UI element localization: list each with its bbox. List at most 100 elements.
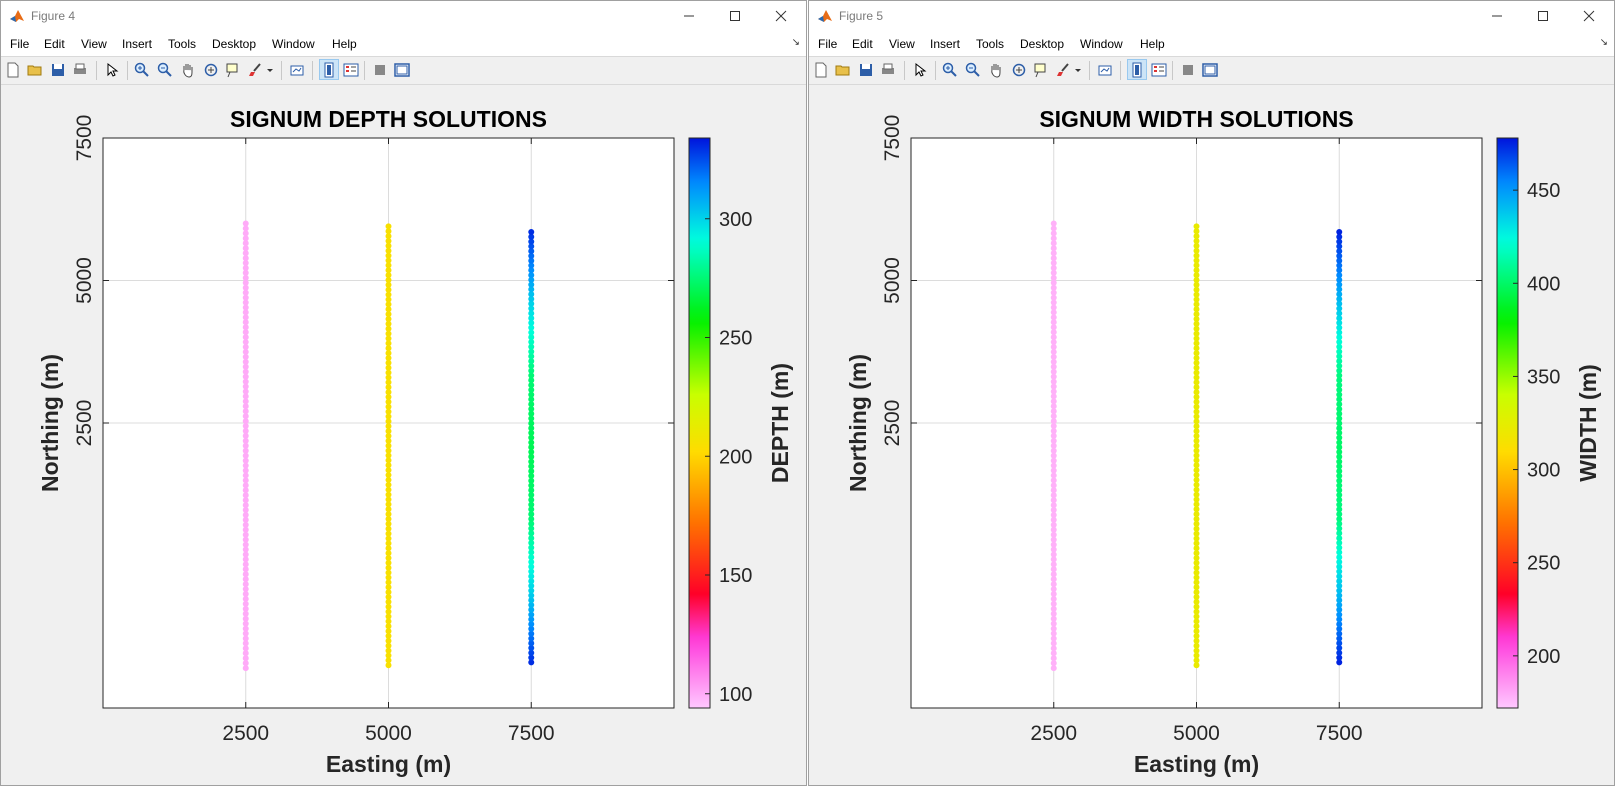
data-point xyxy=(385,481,392,488)
link-plot-icon[interactable] xyxy=(289,62,305,78)
data-point xyxy=(1193,554,1200,561)
data-point xyxy=(242,620,249,627)
pan-hand-icon[interactable] xyxy=(988,62,1004,78)
maximize-button[interactable] xyxy=(712,1,758,31)
data-point xyxy=(528,563,535,570)
rotate-3d-icon[interactable] xyxy=(203,62,219,78)
data-point xyxy=(528,649,535,656)
show-plot-tools-icon[interactable] xyxy=(394,62,410,78)
hide-plot-tools-icon[interactable] xyxy=(372,62,388,78)
data-point xyxy=(385,389,392,396)
print-icon[interactable] xyxy=(72,62,88,78)
data-point xyxy=(1193,652,1200,659)
data-point xyxy=(1336,238,1343,245)
data-point xyxy=(1336,649,1343,656)
hide-plot-tools-icon[interactable] xyxy=(1180,62,1196,78)
data-point xyxy=(1193,237,1200,244)
minimize-button[interactable] xyxy=(666,1,712,31)
data-point xyxy=(528,396,535,403)
close-button[interactable] xyxy=(758,1,804,31)
data-point xyxy=(528,606,535,613)
data-point xyxy=(1336,597,1343,604)
menu-tools[interactable]: Tools xyxy=(976,37,1005,51)
menu-tools[interactable]: Tools xyxy=(168,37,197,51)
brush-dropdown-icon[interactable] xyxy=(1074,62,1082,78)
dock-arrow-icon[interactable]: ↘ xyxy=(1599,37,1608,48)
edit-plot-arrow-icon[interactable] xyxy=(912,62,928,78)
zoom-in-icon[interactable] xyxy=(134,62,150,78)
save-icon[interactable] xyxy=(50,62,66,78)
rotate-3d-icon[interactable] xyxy=(1011,62,1027,78)
edit-plot-arrow-icon[interactable] xyxy=(104,62,120,78)
data-point xyxy=(1336,654,1343,661)
title-bar[interactable]: Figure 5 xyxy=(809,1,1614,31)
data-point xyxy=(1050,531,1057,538)
colorbar xyxy=(1497,138,1518,708)
data-point xyxy=(385,564,392,571)
save-icon[interactable] xyxy=(858,62,874,78)
close-button[interactable] xyxy=(1566,1,1612,31)
data-point xyxy=(1193,423,1200,430)
dock-arrow-icon[interactable]: ↘ xyxy=(791,37,800,48)
zoom-in-icon[interactable] xyxy=(942,62,958,78)
data-point xyxy=(528,248,535,255)
data-cursor-icon[interactable] xyxy=(225,62,241,78)
data-point xyxy=(1050,630,1057,637)
data-series-2 xyxy=(1193,223,1200,669)
menu-window[interactable]: Window xyxy=(1080,37,1123,51)
menu-desktop[interactable]: Desktop xyxy=(212,37,257,51)
menu-view[interactable]: View xyxy=(889,37,915,51)
zoom-out-icon[interactable] xyxy=(157,62,173,78)
maximize-button[interactable] xyxy=(1520,1,1566,31)
data-point xyxy=(528,554,535,561)
menu-insert[interactable]: Insert xyxy=(930,37,961,51)
link-plot-icon[interactable] xyxy=(1097,62,1113,78)
insert-legend-icon[interactable] xyxy=(343,62,359,78)
insert-legend-icon[interactable] xyxy=(1151,62,1167,78)
pan-hand-icon[interactable] xyxy=(180,62,196,78)
data-point xyxy=(1336,300,1343,307)
show-plot-tools-icon[interactable] xyxy=(1202,62,1218,78)
data-point xyxy=(1336,310,1343,317)
data-point xyxy=(242,660,249,667)
data-point xyxy=(1336,578,1343,585)
zoom-out-icon[interactable] xyxy=(965,62,981,78)
brush-icon[interactable] xyxy=(248,62,264,78)
menu-insert[interactable]: Insert xyxy=(122,37,153,51)
menu-edit[interactable]: Edit xyxy=(44,37,65,51)
data-point xyxy=(528,468,535,475)
data-point xyxy=(385,252,392,259)
data-point xyxy=(1193,247,1200,254)
data-point xyxy=(1193,447,1200,454)
data-point xyxy=(385,525,392,532)
y-axis-label: Northing (m) xyxy=(845,354,871,492)
menu-file[interactable]: File xyxy=(10,37,30,51)
data-point xyxy=(385,423,392,430)
title-bar[interactable]: Figure 4 xyxy=(1,1,806,31)
menu-desktop[interactable]: Desktop xyxy=(1020,37,1065,51)
y-tick-label: 5000 xyxy=(881,257,904,304)
menu-help[interactable]: Help xyxy=(332,37,357,51)
brush-icon[interactable] xyxy=(1056,62,1072,78)
open-file-icon[interactable] xyxy=(835,62,851,78)
menu-help[interactable]: Help xyxy=(1140,37,1165,51)
menu-view[interactable]: View xyxy=(81,37,107,51)
colorbar-tick-label: 300 xyxy=(719,209,752,231)
data-cursor-icon[interactable] xyxy=(1033,62,1049,78)
minimize-button[interactable] xyxy=(1474,1,1520,31)
data-point xyxy=(385,355,392,362)
open-file-icon[interactable] xyxy=(27,62,43,78)
new-figure-icon[interactable] xyxy=(5,62,21,78)
menu-window[interactable]: Window xyxy=(272,37,315,51)
data-point xyxy=(1050,269,1057,276)
print-icon[interactable] xyxy=(880,62,896,78)
data-point xyxy=(1050,334,1057,341)
brush-dropdown-icon[interactable] xyxy=(266,62,274,78)
menu-edit[interactable]: Edit xyxy=(852,37,873,51)
data-point xyxy=(1050,610,1057,617)
data-point xyxy=(1050,284,1057,291)
menu-file[interactable]: File xyxy=(818,37,838,51)
data-point xyxy=(1336,315,1343,322)
new-figure-icon[interactable] xyxy=(813,62,829,78)
data-point xyxy=(385,628,392,635)
